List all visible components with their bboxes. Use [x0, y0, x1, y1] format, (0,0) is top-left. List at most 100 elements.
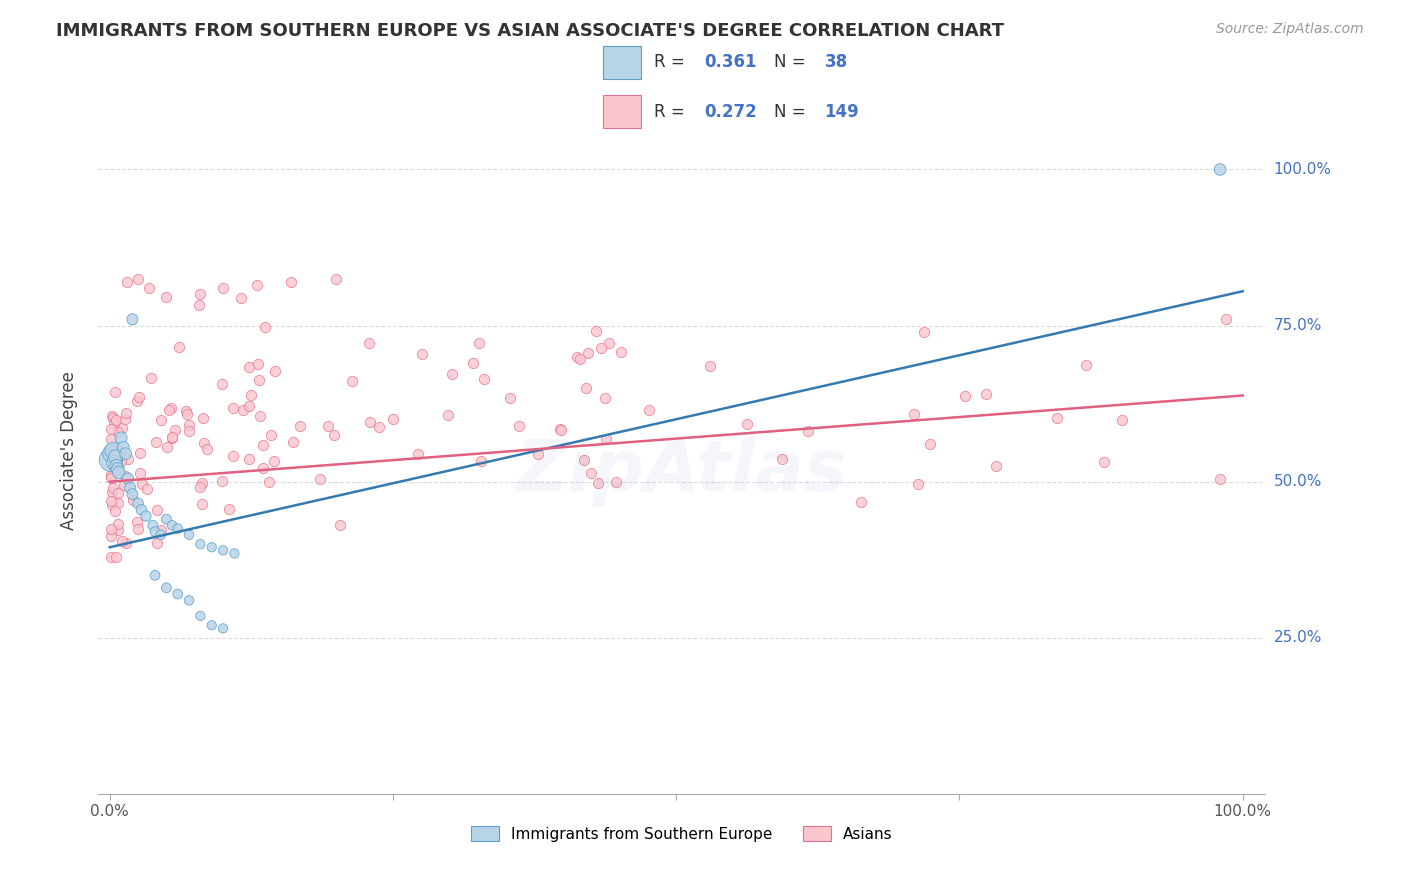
- Point: [127, 271, 149, 285]
- Point: [112, 440, 135, 454]
- Point: [103, 456, 125, 470]
- Point: [160, 401, 183, 416]
- Point: [221, 450, 243, 464]
- Point: [190, 287, 212, 301]
- Point: [121, 487, 143, 501]
- Text: Source: ZipAtlas.com: Source: ZipAtlas.com: [1216, 22, 1364, 37]
- Point: [569, 351, 592, 366]
- Point: [903, 407, 925, 421]
- Point: [100, 494, 122, 508]
- Point: [101, 445, 124, 459]
- Point: [139, 371, 162, 385]
- Point: [107, 462, 129, 476]
- Point: [177, 593, 200, 607]
- Point: [114, 468, 136, 483]
- Point: [101, 444, 124, 458]
- Point: [112, 477, 135, 491]
- Text: 25.0%: 25.0%: [1274, 631, 1322, 645]
- Point: [259, 428, 281, 442]
- Point: [125, 394, 148, 409]
- Point: [340, 375, 363, 389]
- Text: 75.0%: 75.0%: [1274, 318, 1322, 333]
- Point: [110, 453, 132, 467]
- Point: [238, 452, 260, 467]
- Point: [239, 388, 262, 402]
- Point: [191, 497, 214, 511]
- Point: [325, 271, 347, 285]
- Point: [127, 496, 149, 510]
- Point: [411, 347, 433, 361]
- Point: [150, 413, 173, 427]
- Point: [212, 281, 235, 295]
- Point: [249, 409, 271, 423]
- Point: [201, 618, 224, 632]
- Point: [211, 377, 233, 392]
- Point: [100, 409, 122, 424]
- Point: [238, 399, 260, 413]
- Point: [100, 452, 122, 467]
- Point: [1092, 455, 1115, 469]
- Point: [115, 275, 138, 289]
- Point: [101, 443, 124, 458]
- Point: [572, 452, 595, 467]
- Point: [359, 415, 381, 429]
- Point: [105, 549, 128, 564]
- Point: [176, 407, 198, 421]
- Point: [190, 609, 212, 624]
- Point: [290, 419, 312, 434]
- Point: [252, 461, 274, 475]
- Point: [143, 524, 166, 539]
- Point: [146, 502, 169, 516]
- Point: [100, 421, 122, 435]
- Y-axis label: Associate's Degree: Associate's Degree: [59, 371, 77, 530]
- Point: [114, 446, 136, 460]
- Point: [193, 411, 215, 425]
- Point: [107, 523, 129, 537]
- Point: [550, 423, 572, 437]
- Point: [212, 621, 235, 635]
- Point: [146, 535, 169, 549]
- Point: [105, 458, 128, 473]
- Point: [128, 391, 150, 405]
- Point: [177, 528, 200, 542]
- Point: [212, 543, 235, 558]
- Point: [610, 345, 633, 359]
- Point: [101, 410, 124, 425]
- Point: [100, 445, 122, 459]
- Point: [138, 281, 160, 295]
- Point: [166, 587, 188, 601]
- Point: [100, 467, 122, 482]
- Point: [976, 387, 998, 401]
- Point: [357, 336, 380, 351]
- Point: [263, 453, 285, 467]
- Point: [100, 528, 122, 542]
- Point: [107, 496, 129, 510]
- Point: [463, 355, 485, 369]
- Text: N =: N =: [773, 54, 811, 71]
- Point: [190, 537, 212, 551]
- Point: [188, 480, 211, 494]
- Text: 149: 149: [824, 103, 859, 120]
- Point: [1076, 358, 1098, 372]
- Text: 38: 38: [824, 54, 848, 71]
- Point: [1209, 471, 1232, 485]
- Point: [851, 495, 873, 509]
- Point: [195, 442, 218, 456]
- Point: [238, 359, 260, 374]
- Point: [156, 440, 179, 454]
- Point: [160, 431, 183, 445]
- Point: [100, 485, 122, 500]
- Point: [100, 471, 122, 485]
- Point: [247, 373, 270, 387]
- Point: [797, 424, 820, 438]
- Text: 100.0%: 100.0%: [1274, 162, 1331, 177]
- Point: [579, 467, 602, 481]
- Point: [232, 402, 254, 417]
- Point: [986, 458, 1008, 473]
- Point: [188, 298, 211, 312]
- Point: [264, 364, 287, 378]
- Point: [107, 486, 129, 500]
- Point: [920, 437, 942, 451]
- Point: [953, 389, 976, 403]
- Point: [155, 581, 177, 595]
